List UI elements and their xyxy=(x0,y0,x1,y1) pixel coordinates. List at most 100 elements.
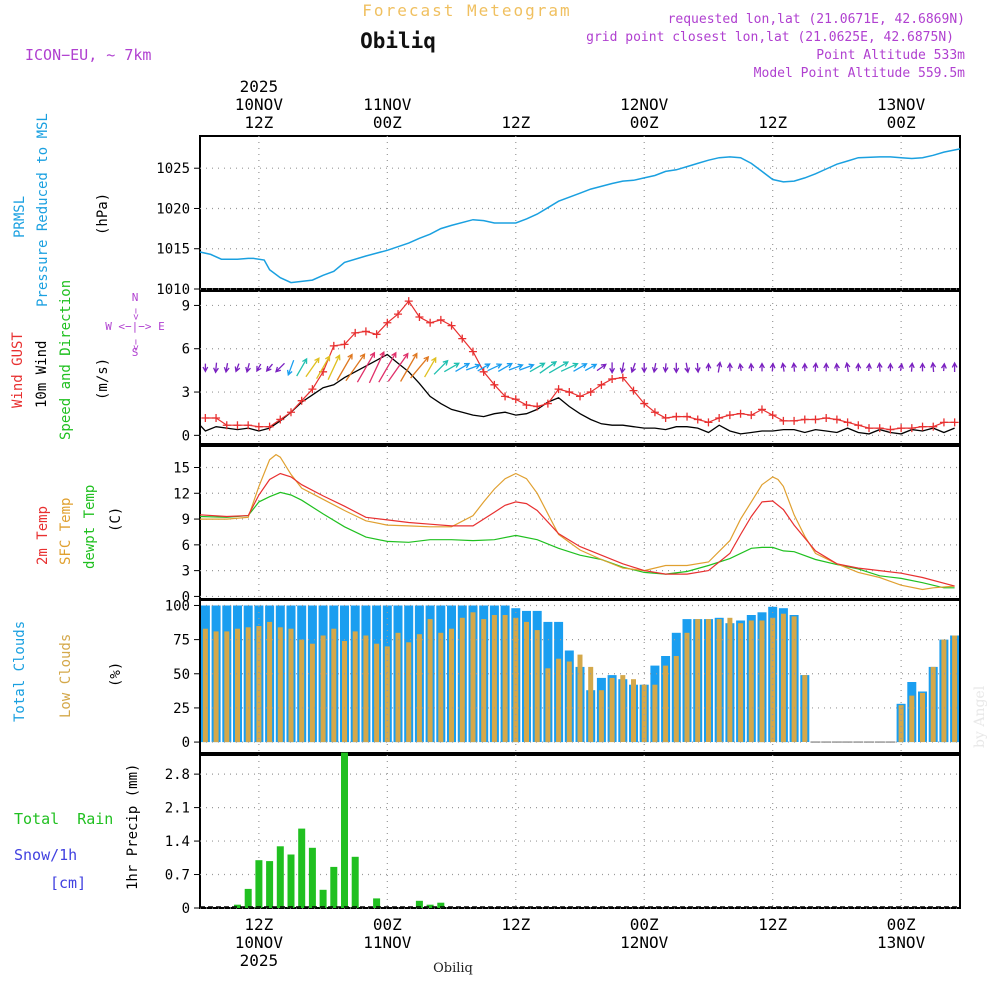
gust-marker xyxy=(929,422,938,431)
gust-marker xyxy=(704,418,713,427)
gust-marker xyxy=(415,312,424,321)
wind-direction-arrow xyxy=(812,361,819,372)
gust-marker xyxy=(865,424,874,433)
wind-direction-arrow xyxy=(519,363,535,371)
watermark: by Angel xyxy=(972,685,988,748)
rain-bar xyxy=(341,752,348,908)
model-label: ICON−EU, ~ 7km xyxy=(25,46,151,64)
wind-direction-arrow xyxy=(930,361,937,373)
pressure-label-prmsl: PRMSL xyxy=(12,196,28,238)
wind-direction-arrow xyxy=(684,362,691,374)
wind-direction-arrow xyxy=(539,361,558,374)
wind-direction-arrow xyxy=(410,355,430,379)
gust-marker xyxy=(394,310,403,319)
wind-direction-arrow xyxy=(443,362,460,373)
gust-marker xyxy=(683,412,692,421)
point-altitude: Point Altitude 533m xyxy=(816,48,965,63)
wind-frame xyxy=(199,290,961,445)
y-tick-label: 6 xyxy=(182,342,190,358)
wind-direction-arrow xyxy=(387,352,409,382)
low-cloud-bar xyxy=(780,613,786,743)
bottom-axis-label: 00Z xyxy=(373,915,402,934)
low-cloud-bar xyxy=(620,675,626,742)
wind-direction-arrow xyxy=(673,362,680,374)
gust-marker xyxy=(233,421,242,430)
precip-y-ticks: 0 0.7 1.4 2.1 2.8 xyxy=(165,767,200,917)
wind-direction-arrow xyxy=(465,363,481,371)
wind-direction-arrow xyxy=(908,361,915,372)
low-cloud-bar xyxy=(598,690,604,743)
low-cloud-bar xyxy=(545,668,551,743)
gust-marker xyxy=(276,415,285,424)
bottom-axis-label: 10NOV xyxy=(235,933,284,952)
top-axis-label: 12Z xyxy=(244,113,273,132)
wind-direction-arrow xyxy=(573,363,588,372)
wind-direction-arrow xyxy=(898,362,904,372)
precip-panel: 0 0.7 1.4 2.1 2.8 Total Rain Snow/1h [cm] 1h… xyxy=(14,752,961,917)
low-cloud-bar xyxy=(202,628,208,743)
low-cloud-bar xyxy=(952,635,958,743)
gust-marker xyxy=(939,418,948,427)
wind-direction-arrow xyxy=(529,362,546,373)
rain-bar xyxy=(287,854,295,908)
y-tick-label: 9 xyxy=(182,512,190,528)
wind-direction-arrow xyxy=(855,362,862,372)
y-tick-label: 50 xyxy=(173,667,190,683)
wind-direction-arrow xyxy=(234,363,241,373)
snow-label: Snow/1h xyxy=(14,846,77,864)
wind-direction-arrow xyxy=(202,363,209,373)
low-cloud-bar xyxy=(695,619,701,742)
gust-marker xyxy=(586,388,595,397)
gust-marker xyxy=(629,386,638,395)
low-cloud-bar xyxy=(416,634,422,743)
low-cloud-bar xyxy=(267,621,273,743)
wind-direction-arrow xyxy=(296,357,308,377)
wind-direction-arrow xyxy=(275,362,285,373)
wind-direction-arrows xyxy=(202,350,958,384)
low-cloud-bar xyxy=(224,631,230,743)
low-cloud-bar xyxy=(556,658,562,742)
rain-bar xyxy=(266,861,274,908)
wind-direction-arrow xyxy=(286,359,295,377)
low-cloud-bar xyxy=(588,666,594,742)
chart-title: Forecast Meteogram xyxy=(362,1,571,20)
clouds-panel: 0 25 50 75 100 Total Clouds Low Clouds (%) b… xyxy=(12,598,988,754)
low-cloud-bar xyxy=(566,661,572,743)
rain-label: Total Rain xyxy=(14,810,113,828)
gust-marker xyxy=(907,424,916,433)
top-axis-label: 00Z xyxy=(887,113,916,132)
low-cloud-bar xyxy=(449,628,454,743)
low-cloud-bar xyxy=(652,684,658,743)
low-cloud-bar xyxy=(759,620,765,743)
low-cloud-bar xyxy=(491,615,497,742)
low-cloud-bar xyxy=(684,632,690,743)
gust-marker xyxy=(650,408,659,417)
clouds-unit: (%) xyxy=(108,662,124,687)
gust-marker xyxy=(458,334,467,343)
gust-marker xyxy=(383,318,392,327)
wind-direction-arrow xyxy=(876,361,883,372)
compass-legend: N S W <−|−> E <− <− xyxy=(105,291,165,359)
low-cloud-bar xyxy=(930,666,936,742)
rain-bar xyxy=(351,856,359,908)
compass-west-east: W <−|−> E xyxy=(105,320,165,333)
gust-marker xyxy=(201,414,210,423)
low-cloud-bar xyxy=(299,639,305,743)
gust-marker xyxy=(426,318,435,327)
bottom-axis-label: 12Z xyxy=(244,915,273,934)
y-tick-label: 25 xyxy=(173,701,190,717)
y-tick-label: 2.8 xyxy=(165,767,190,783)
top-axis-label: 12Z xyxy=(501,113,530,132)
compass-north: N xyxy=(132,291,139,304)
clouds-grid xyxy=(200,600,960,753)
pressure-y-ticks: 1010 1015 1020 1025 xyxy=(156,161,200,298)
low-clouds-label: Low Clouds xyxy=(58,634,74,718)
dewpoint-label: dewpt Temp xyxy=(82,485,98,569)
low-cloud-bar xyxy=(941,639,947,743)
y-tick-label: 1.4 xyxy=(165,834,190,850)
low-cloud-bar xyxy=(395,632,401,743)
rain-bar xyxy=(330,866,338,908)
gust-marker xyxy=(747,411,756,420)
wind-direction-arrow xyxy=(619,362,626,374)
wind-direction-arrow xyxy=(662,363,669,374)
